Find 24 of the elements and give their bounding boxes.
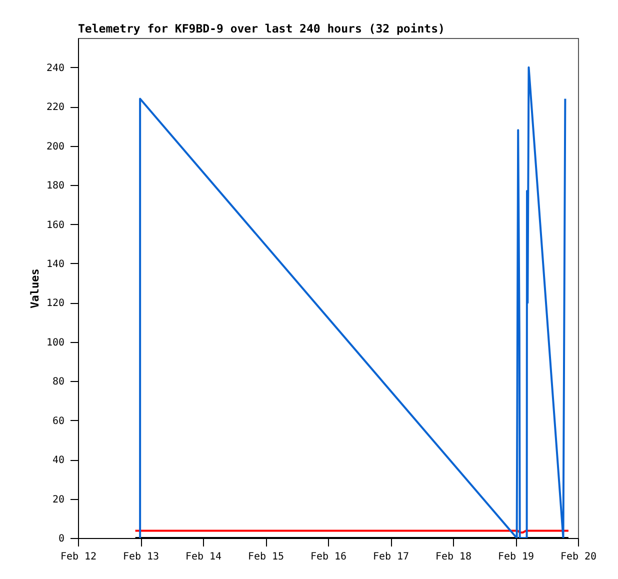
y-tick-label: 180 <box>46 180 64 192</box>
y-tick-label: 240 <box>46 62 64 74</box>
y-tick-label: 60 <box>52 416 64 427</box>
x-tick-label: Feb 18 <box>435 552 472 562</box>
chart-title: Telemetry for KF9BD-9 over last 240 hours (32 points) <box>78 22 445 36</box>
y-tick-label: 220 <box>46 102 64 114</box>
y-tick-label: 160 <box>46 220 64 231</box>
x-tick-label: Feb 13 <box>122 552 160 562</box>
y-tick-label: 120 <box>46 298 64 310</box>
y-tick-label: 80 <box>52 376 64 388</box>
x-tick-label: Feb 20 <box>560 552 597 562</box>
x-tick-label: Feb 14 <box>185 552 222 562</box>
y-tick-label: 140 <box>46 258 64 270</box>
x-tick-label: Feb 16 <box>310 552 347 562</box>
y-tick-label: 0 <box>58 534 64 544</box>
y-tick-label: 40 <box>52 455 64 466</box>
x-tick-label: Feb 15 <box>248 552 284 562</box>
x-tick-label: Feb 19 <box>498 552 534 562</box>
y-tick-label: 200 <box>46 141 64 152</box>
y-axis-title: Values <box>28 268 42 308</box>
x-tick-label: Feb 17 <box>372 552 410 562</box>
y-tick-label: 100 <box>46 337 64 348</box>
y-tick-label: 20 <box>52 494 64 506</box>
x-tick-label: Feb 12 <box>60 552 97 562</box>
